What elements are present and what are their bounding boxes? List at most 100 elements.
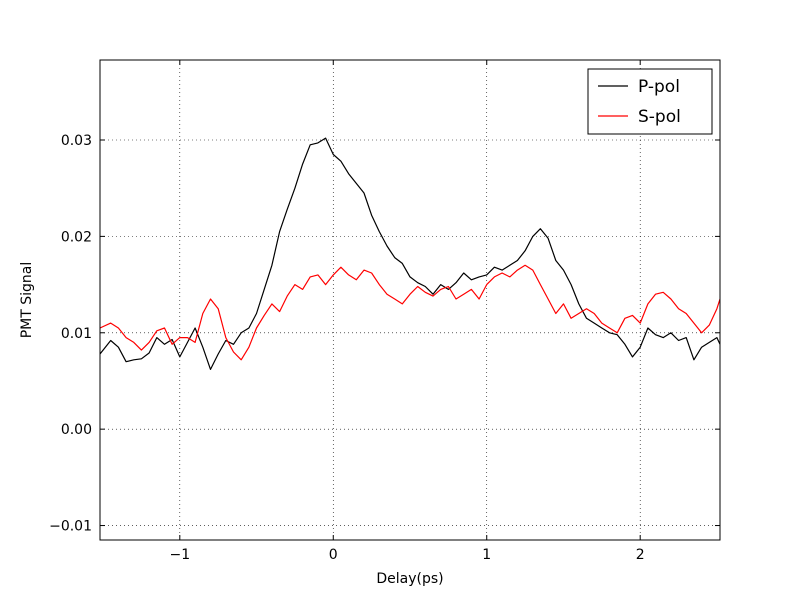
data-point-s-pol: [325, 284, 326, 285]
data-point-s-pol: [686, 313, 687, 314]
data-point-s-pol: [310, 276, 311, 277]
data-point-p-pol: [502, 270, 503, 271]
data-point-p-pol: [394, 257, 395, 258]
data-point-s-pol: [241, 359, 242, 360]
data-point-s-pol: [172, 344, 173, 345]
data-point-s-pol: [271, 303, 272, 304]
data-point-p-pol: [172, 339, 173, 340]
data-point-p-pol: [471, 279, 472, 280]
data-point-s-pol: [678, 308, 679, 309]
data-point-p-pol: [218, 353, 219, 354]
data-point-p-pol: [294, 188, 295, 189]
data-point-p-pol: [555, 260, 556, 261]
data-point-s-pol: [693, 323, 694, 324]
data-point-s-pol: [440, 289, 441, 290]
data-point-p-pol: [379, 231, 380, 232]
data-point-s-pol: [448, 286, 449, 287]
data-point-p-pol: [417, 282, 418, 283]
ticks: [100, 60, 720, 540]
data-point-s-pol: [118, 327, 119, 328]
data-point-p-pol: [271, 265, 272, 266]
data-point-s-pol: [494, 276, 495, 277]
data-point-p-pol: [248, 327, 249, 328]
data-point-s-pol: [225, 337, 226, 338]
data-point-p-pol: [195, 327, 196, 328]
series-p-pol: [100, 137, 720, 370]
data-point-s-pol: [486, 284, 487, 285]
data-point-p-pol: [609, 332, 610, 333]
data-point-s-pol: [402, 303, 403, 304]
x-tick-label: 2: [636, 547, 645, 563]
y-tick-label: 0.00: [61, 422, 92, 438]
data-point-p-pol: [678, 340, 679, 341]
data-point-p-pol: [617, 334, 618, 335]
data-point-s-pol: [502, 272, 503, 273]
data-point-p-pol: [156, 337, 157, 338]
data-point-p-pol: [409, 276, 410, 277]
data-point-s-pol: [394, 298, 395, 299]
data-point-p-pol: [594, 323, 595, 324]
data-point-p-pol: [333, 154, 334, 155]
data-point-p-pol: [517, 260, 518, 261]
data-point-s-pol: [317, 274, 318, 275]
data-point-s-pol: [432, 296, 433, 297]
data-point-s-pol: [578, 313, 579, 314]
data-point-s-pol: [294, 284, 295, 285]
data-point-p-pol: [210, 369, 211, 370]
data-point-s-pol: [455, 298, 456, 299]
data-point-s-pol: [348, 274, 349, 275]
data-point-s-pol: [371, 272, 372, 273]
data-point-p-pol: [241, 332, 242, 333]
legend-box: [587, 68, 713, 135]
y-tick-label: −0.01: [49, 519, 92, 535]
data-point-s-pol: [210, 298, 211, 299]
data-point-s-pol: [463, 294, 464, 295]
data-point-s-pol: [110, 323, 111, 324]
data-point-p-pol: [525, 250, 526, 251]
data-point-s-pol: [363, 270, 364, 271]
data-point-p-pol: [233, 344, 234, 345]
data-point-p-pol: [141, 358, 142, 359]
data-point-p-pol: [655, 334, 656, 335]
data-point-s-pol: [264, 315, 265, 316]
data-point-s-pol: [386, 294, 387, 295]
data-point-s-pol: [525, 265, 526, 266]
data-point-p-pol: [310, 144, 311, 145]
data-point-s-pol: [279, 311, 280, 312]
data-point-s-pol: [287, 296, 288, 297]
data-point-s-pol: [640, 323, 641, 324]
data-point-p-pol: [532, 236, 533, 237]
data-point-p-pol: [118, 347, 119, 348]
data-point-s-pol: [340, 267, 341, 268]
data-point-s-pol: [149, 342, 150, 343]
tick-labels: −1 0 1 2 −0.01 0.00 0.01 0.02 0.03: [49, 133, 645, 563]
data-point-p-pol: [348, 173, 349, 174]
y-tick-label: 0.01: [61, 326, 92, 342]
legend-label-p-pol: P-pol: [638, 77, 680, 97]
data-point-s-pol: [617, 332, 618, 333]
data-point-s-pol: [302, 289, 303, 290]
data-point-p-pol: [202, 347, 203, 348]
data-point-s-pol: [709, 325, 710, 326]
data-point-p-pol: [463, 272, 464, 273]
data-point-s-pol: [509, 276, 510, 277]
data-point-p-pol: [110, 340, 111, 341]
data-point-p-pol: [709, 342, 710, 343]
data-point-p-pol: [686, 337, 687, 338]
data-point-p-pol: [264, 289, 265, 290]
data-point-s-pol: [563, 303, 564, 304]
data-point-p-pol: [256, 313, 257, 314]
data-point-p-pol: [402, 263, 403, 264]
data-point-s-pol: [133, 342, 134, 343]
data-point-p-pol: [540, 228, 541, 229]
data-point-p-pol: [486, 274, 487, 275]
data-point-s-pol: [601, 323, 602, 324]
data-point-p-pol: [563, 270, 564, 271]
data-point-p-pol: [601, 327, 602, 328]
data-point-s-pol: [248, 347, 249, 348]
data-point-p-pol: [440, 284, 441, 285]
data-point-p-pol: [494, 267, 495, 268]
data-point-p-pol: [578, 303, 579, 304]
data-point-s-pol: [571, 318, 572, 319]
